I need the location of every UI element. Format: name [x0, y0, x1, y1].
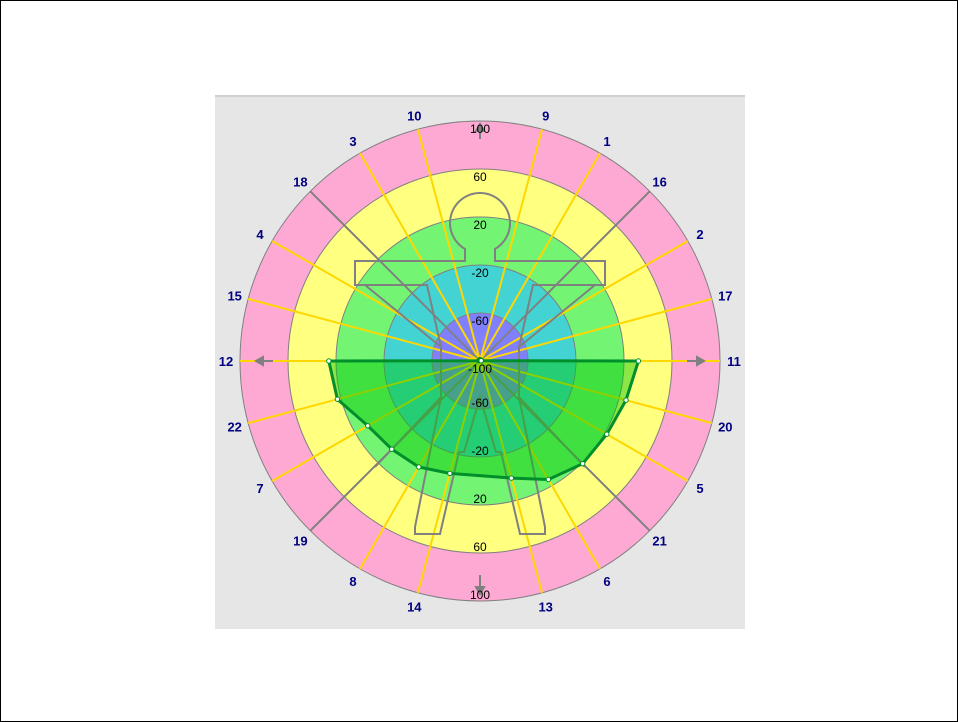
- tick-bottom-3: 60: [473, 540, 487, 554]
- spoke-label-7: 7: [256, 481, 263, 496]
- data-point-0-3: [579, 460, 586, 467]
- tick-top-5: -100: [468, 362, 492, 376]
- spoke-label-20: 20: [718, 420, 732, 435]
- data-point-0-2: [604, 431, 610, 437]
- spoke-1: [479, 152, 601, 361]
- polar-target-chart: 1006020-20-60-100-60-2020601001117216191…: [219, 109, 741, 615]
- spoke-label-8: 8: [349, 574, 356, 589]
- spoke-label-19: 19: [293, 534, 307, 549]
- data-point-0-6: [447, 470, 453, 477]
- spoke-label-4: 4: [256, 227, 264, 242]
- data-point-0-0: [635, 358, 642, 364]
- data-point-0-8: [389, 446, 395, 452]
- spoke-label-22: 22: [227, 420, 241, 435]
- spoke-label-2: 2: [696, 227, 703, 242]
- arrow-down-head-icon: [474, 586, 486, 597]
- spoke-7: [271, 360, 480, 482]
- arrow-left-head-icon: [253, 355, 264, 367]
- body-figure-limbs: [364, 284, 596, 468]
- tick-top-4: -60: [471, 314, 489, 328]
- tick-bottom-0: -60: [471, 396, 489, 410]
- spoke-9: [479, 128, 544, 361]
- body-figure-icon: [354, 192, 606, 535]
- spoke-label-21: 21: [652, 534, 666, 549]
- spoke-14: [416, 361, 481, 594]
- spoke-2: [480, 240, 689, 362]
- arrow-right-head-icon: [696, 355, 707, 367]
- data-point-0-10: [334, 396, 341, 402]
- tick-top-1: 60: [473, 170, 487, 184]
- spoke-label-1: 1: [603, 134, 610, 149]
- tick-top-2: 20: [473, 218, 487, 232]
- tick-bottom-4: 100: [470, 588, 490, 602]
- spoke-10: [416, 128, 481, 361]
- data-point-0-5: [508, 475, 515, 481]
- axis-arrows: [253, 121, 707, 597]
- spoke-6: [479, 361, 601, 570]
- spoke-label-15: 15: [227, 288, 241, 303]
- spoke-label-3: 3: [349, 134, 356, 149]
- tick-bottom-1: -20: [471, 444, 489, 458]
- spoke-label-16: 16: [652, 174, 666, 189]
- spoke-16: [479, 190, 651, 362]
- spoke-18: [309, 190, 481, 362]
- tick-top-3: -20: [471, 266, 489, 280]
- chart-panel: 100 60 20 -20 -60 -100 -60 -20 20 60 100 11 17 2 16 1 9 1…: [215, 95, 745, 629]
- data-point-0-4: [545, 476, 552, 483]
- tick-labels: 100 60 20 -20 -60 -100 -60 -20 20 60 100: [468, 122, 492, 602]
- tick-top-0: 100: [470, 122, 490, 136]
- spoke-3: [359, 152, 481, 361]
- data-point-0-9: [365, 423, 371, 429]
- spoke-label-14: 14: [407, 599, 422, 614]
- spoke-label-12: 12: [219, 354, 233, 369]
- data-point-0-1: [623, 397, 629, 403]
- spoke-5: [480, 360, 689, 482]
- spoke-label-5: 5: [696, 481, 703, 496]
- spoke-label-10: 10: [407, 109, 421, 124]
- spoke-label-17: 17: [718, 288, 732, 303]
- spoke-label-11: 11: [727, 354, 741, 369]
- spoke-label-18: 18: [293, 174, 307, 189]
- spoke-label-13: 13: [538, 599, 552, 614]
- tick-bottom-2: 20: [473, 492, 487, 506]
- arrow-up-head-icon: [474, 121, 486, 132]
- data-point-0-7: [416, 464, 422, 470]
- spoke-label-6: 6: [603, 574, 610, 589]
- spoke-4: [271, 240, 480, 362]
- spoke-label-9: 9: [542, 109, 549, 124]
- body-figure-outline: [354, 192, 606, 535]
- data-point-0-11: [326, 358, 332, 364]
- data-point-0-22: [478, 357, 484, 364]
